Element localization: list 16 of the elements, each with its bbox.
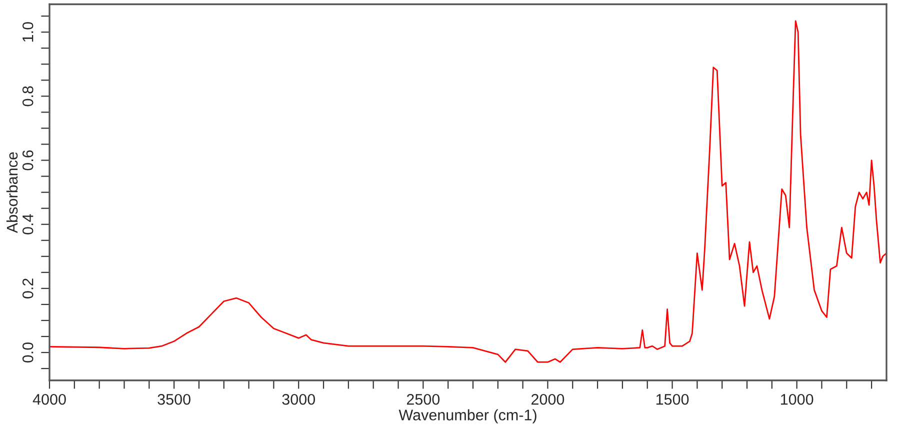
- y-tick-label: 0.0: [22, 342, 34, 363]
- x-tick-label: 1500: [656, 394, 689, 405]
- y-tick-label: 0.6: [22, 150, 34, 170]
- x-tick-label: 3000: [282, 394, 316, 405]
- line-series: [50, 20, 886, 363]
- y-tick-label: 0.8: [22, 86, 34, 106]
- x-tick-label: 1000: [780, 394, 814, 405]
- y-tick-label: 0.4: [22, 214, 34, 234]
- x-tick-label: 3500: [158, 394, 190, 405]
- x-tick-label: 2000: [531, 394, 564, 405]
- x-tick-label: 4000: [32, 394, 66, 405]
- y-tick-label: 1.0: [22, 22, 34, 42]
- x-tick-label: 2500: [406, 394, 440, 405]
- y-axis-title: Absorbance: [6, 152, 18, 234]
- y-tick-label: 0.2: [22, 278, 34, 298]
- x-axis-title: Wavenumber (cm-1): [398, 409, 536, 424]
